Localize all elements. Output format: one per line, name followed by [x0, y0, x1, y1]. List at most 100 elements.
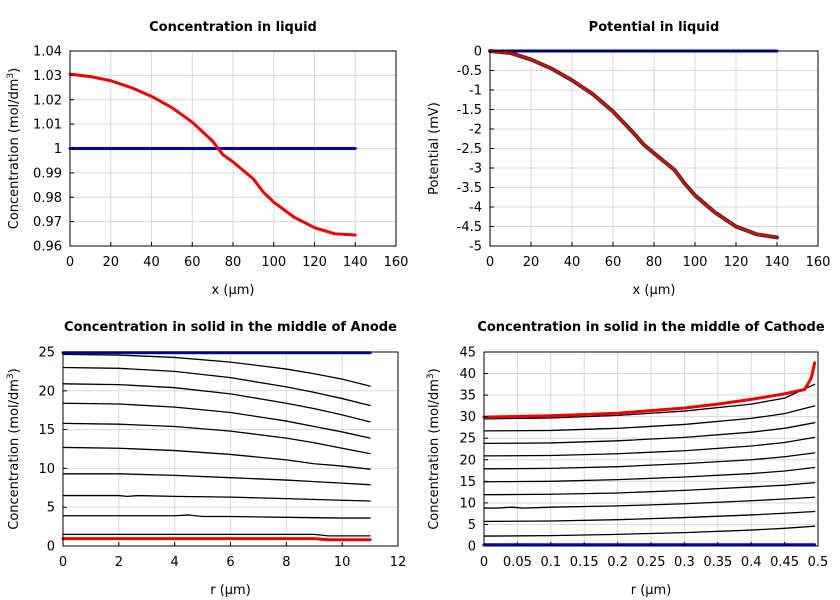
series-line-t10: [62, 533, 371, 537]
series-line-t5: [483, 466, 816, 483]
series-line-final: [482, 361, 817, 419]
chart-4: 0 0.05 0.1 0.15 0.2 0.25 0.3 0.35 0.4 0.45 0.5 0 5 10…: [426, 320, 828, 598]
x-tick-label: 0.1: [540, 555, 561, 570]
series-line-t10: [483, 383, 816, 420]
x-tick-label: 0.45: [770, 555, 799, 570]
series-line-final: [61, 537, 372, 542]
y-tick-label: 1.02: [33, 93, 62, 108]
x-tick-label: 8: [282, 555, 290, 570]
x-axis-label: r (µm): [210, 583, 251, 598]
x-axis-label: r (µm): [631, 583, 672, 598]
x-tick-label: 120: [302, 255, 327, 270]
x-tick-label: 0: [59, 555, 67, 570]
y-tick-label: -0.5: [457, 64, 482, 79]
y-tick-label: -3: [469, 162, 482, 177]
y-axis-label: Concentration (mol/dm3): [6, 368, 22, 530]
y-tick-label: 1: [54, 142, 62, 157]
x-tick-label: 60: [184, 255, 201, 270]
series-line-t5: [62, 422, 371, 455]
x-tick-label: 100: [683, 255, 708, 270]
y-tick-label: 25: [38, 346, 55, 361]
y-tick-label: 5: [468, 518, 476, 533]
x-axis-label: x (µm): [212, 283, 255, 298]
x-axis-label: x (µm): [633, 283, 676, 298]
series-line-t8: [62, 494, 371, 502]
y-tick-label: 0.99: [33, 166, 62, 181]
y-tick-label: 0: [468, 540, 476, 555]
x-tick-label: 0.3: [674, 555, 695, 570]
series-line-t6: [62, 446, 371, 470]
x-tick-label: 20: [523, 255, 540, 270]
x-tick-label: 60: [605, 255, 622, 270]
y-tick-label: 40: [459, 367, 476, 382]
y-tick-label: -3.5: [457, 181, 482, 196]
series-line-t1: [62, 353, 371, 387]
y-tick-label: -4: [469, 201, 482, 216]
x-tick-label: 0.25: [637, 555, 666, 570]
y-tick-label: -1.5: [457, 103, 482, 118]
y-tick-label: 1.01: [33, 118, 62, 133]
y-tick-label: 45: [459, 346, 476, 361]
y-tick-label: -5: [469, 240, 482, 255]
x-tick-label: 0.15: [570, 555, 599, 570]
y-tick-label: 35: [459, 389, 476, 404]
y-axis-label-superscript: 3: [6, 73, 16, 79]
series-line-final-dark: [488, 49, 779, 240]
x-tick-label: 12: [390, 555, 407, 570]
x-tick-label: 2: [115, 555, 123, 570]
series-line-t8: [483, 422, 816, 445]
y-axis-label-text: Concentration (mol/dm: [427, 379, 442, 530]
x-tick-label: 6: [226, 555, 234, 570]
x-tick-label: 140: [765, 255, 790, 270]
chart-title: Concentration in liquid: [149, 20, 317, 35]
series-line-t7: [62, 473, 371, 486]
y-tick-label: 15: [38, 423, 55, 438]
series-line-final: [68, 72, 357, 237]
series-line-t4: [483, 481, 816, 496]
y-axis-label-tail: ): [7, 68, 22, 73]
series-line-t7: [483, 436, 816, 457]
x-tick-label: 0.5: [808, 555, 829, 570]
y-tick-label: 15: [459, 475, 476, 490]
y-tick-label: 0: [47, 540, 55, 555]
y-tick-label: 0.98: [33, 191, 62, 206]
x-tick-label: 20: [102, 255, 119, 270]
y-tick-label: 1.04: [33, 45, 62, 60]
chart-title: Concentration in solid in the middle of …: [64, 320, 397, 335]
series-line-t3: [483, 496, 816, 509]
y-axis-label: Concentration (mol/dm3): [6, 68, 22, 230]
y-tick-label: 0.97: [33, 215, 62, 230]
x-tick-label: 160: [384, 255, 409, 270]
y-tick-label: 0.96: [33, 240, 62, 255]
series-line-t4: [62, 402, 371, 439]
y-axis-label-tail: ): [427, 368, 442, 373]
chart-title: Concentration in solid in the middle of …: [477, 320, 825, 335]
x-tick-label: 0: [66, 255, 74, 270]
y-tick-label: -2.5: [457, 142, 482, 157]
series-line-t9: [483, 405, 816, 432]
x-tick-label: 140: [343, 255, 368, 270]
y-tick-label: 0: [474, 45, 482, 60]
y-tick-label: -1: [469, 84, 482, 99]
chart-3: 0 2 4 6 8 10 12 0 5 10 15 20 25 Concentration in soli…: [6, 320, 406, 598]
y-axis-label: Concentration (mol/dm3): [426, 368, 442, 530]
y-tick-label: -2: [469, 123, 482, 138]
x-tick-label: 0.4: [741, 555, 762, 570]
series-line-final: [489, 50, 778, 239]
y-tick-label: 20: [459, 453, 476, 468]
x-tick-label: 80: [646, 255, 663, 270]
x-tick-label: 120: [724, 255, 749, 270]
x-tick-label: 80: [225, 255, 242, 270]
series-line-t3: [62, 383, 371, 423]
y-axis-label-superscript: 3: [426, 373, 436, 379]
series-line-t1: [483, 525, 816, 537]
y-tick-label: 25: [459, 432, 476, 447]
y-axis-label: Potential (mV): [427, 102, 442, 195]
x-tick-label: 40: [564, 255, 581, 270]
chart-title: Potential in liquid: [589, 20, 720, 35]
x-tick-label: 100: [261, 255, 286, 270]
series-line-t2: [483, 510, 816, 523]
y-tick-label: 10: [459, 496, 476, 511]
x-tick-label: 0.05: [503, 555, 532, 570]
chart-1: 0 20 40 60 80 100 120 140 160 0.96 0.97 0.98 0.99 1 1.…: [6, 20, 408, 298]
